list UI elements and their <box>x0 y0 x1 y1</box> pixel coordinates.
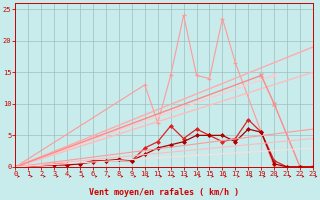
X-axis label: Vent moyen/en rafales ( km/h ): Vent moyen/en rafales ( km/h ) <box>89 188 239 197</box>
